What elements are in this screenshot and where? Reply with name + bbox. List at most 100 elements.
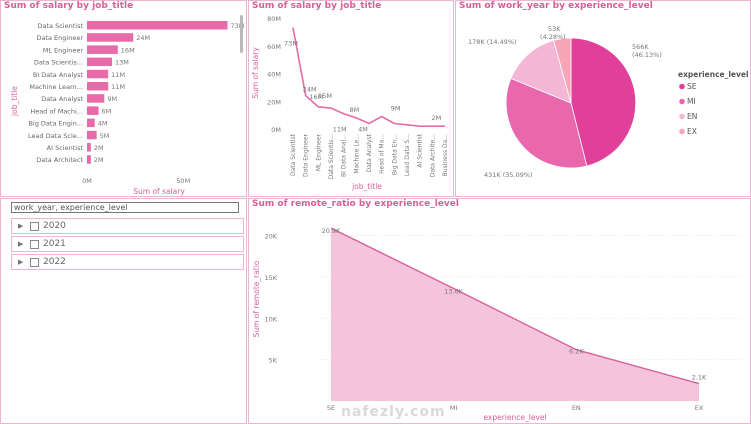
legend-entry: EN: [687, 112, 697, 121]
bar-category-label: Data Architect: [36, 156, 83, 164]
bar-data-label: 16M: [121, 46, 135, 54]
line-data-label: 11M: [333, 126, 347, 134]
pie-data-label: (4.28%): [540, 33, 566, 41]
bar: [87, 130, 97, 140]
area-chart-title: Sum of remote_ratio by experience_level: [252, 199, 459, 209]
bar: [87, 106, 99, 115]
x-tick-label: ML Engineer: [315, 133, 322, 171]
area-data-label: 20.9K: [322, 227, 341, 235]
bar: [87, 94, 105, 103]
line-chart-title: Sum of salary by job_title: [252, 1, 382, 11]
y-axis-title: Sum of salary: [251, 47, 260, 99]
x-tick-label: SE: [327, 404, 335, 412]
bar: [87, 57, 113, 67]
bar: [87, 118, 95, 128]
slicer-item-label: 2021: [43, 239, 66, 249]
pie-data-label: 566K: [632, 43, 649, 51]
x-tick-label: Data Scientist: [290, 133, 297, 176]
pie-slice: [505, 77, 588, 169]
bar-category-label: Head of Machi...: [30, 107, 83, 115]
x-tick-label: MI: [450, 404, 458, 412]
work-year-slicer-panel[interactable]: work_year, experience_level ▶ 2020 ▶ 202…: [0, 198, 247, 424]
y-axis-title: job_title: [10, 86, 19, 117]
salary-by-job-bar-chart: Data Scientist 73M Data Engineer 24M ML Engi…: [10, 21, 245, 196]
work-year-by-experience-pie-panel[interactable]: Sum of work_year by experience_level 566…: [455, 0, 751, 197]
legend-entry: EX: [687, 127, 697, 136]
line-data-label: 8M: [349, 106, 359, 114]
x-tick-label: Big Data En...: [391, 134, 398, 175]
bar-category-label: BI Data Analyst: [33, 71, 84, 79]
series-line: [292, 27, 445, 127]
slicer-item-2022[interactable]: ▶ 2022: [11, 254, 244, 270]
watermark: nafezly.com: [341, 404, 446, 420]
checkbox[interactable]: [30, 258, 39, 267]
x-tick-label: 0M: [82, 177, 92, 185]
work-year-pie-chart: 566K(46.13%) 431K (35.09%) 178K (14.49%) 53…: [468, 25, 749, 179]
expand-chevron-icon[interactable]: ▶: [18, 222, 24, 230]
pie-data-label: 178K (14.49%): [468, 38, 517, 46]
area-data-label: 13.6K: [444, 287, 463, 295]
x-tick-label: EN: [572, 404, 581, 412]
area-data-label: 6.2K: [569, 348, 584, 356]
x-tick-label: Data Analyst: [366, 133, 373, 172]
bar-category-label: AI Scientist: [47, 144, 84, 152]
legend-marker: [679, 83, 685, 90]
bar-data-label: 24M: [136, 34, 150, 42]
y-axis-title: Sum of remote_ratio: [252, 260, 261, 337]
x-tick-label: Machine Le...: [353, 134, 360, 174]
expand-chevron-icon[interactable]: ▶: [18, 258, 24, 266]
expand-chevron-icon[interactable]: ▶: [18, 240, 24, 248]
pie-data-label: (46.13%): [632, 51, 662, 59]
bar: [87, 69, 109, 79]
x-tick-label: Data Scientis...: [328, 134, 335, 179]
salary-by-job-line-panel[interactable]: Sum of salary by job_title 0M 20M 40M 60M 80…: [248, 0, 454, 197]
legend-entry: MI: [687, 97, 696, 106]
bar-category-label: ML Engineer: [43, 46, 84, 54]
pie-chart-title: Sum of work_year by experience_level: [459, 1, 653, 11]
y-tick-label: 0M: [271, 126, 281, 134]
slicer-item-label: 2022: [43, 257, 66, 267]
bar-category-label: Big Data Engin...: [28, 120, 83, 128]
pie-data-label: 431K (35.09%): [484, 171, 533, 179]
x-tick-label: EX: [695, 404, 704, 412]
bar-data-label: 13M: [115, 59, 129, 67]
checkbox[interactable]: [30, 222, 39, 231]
bar-chart-scrollbar[interactable]: [240, 15, 243, 53]
bar-data-label: 6M: [102, 107, 112, 115]
slicer-item-2020[interactable]: ▶ 2020: [11, 218, 244, 234]
bar-category-label: Data Engineer: [36, 34, 83, 42]
salary-by-job-bar-panel[interactable]: Sum of salary by job_title Data Scientis…: [0, 0, 247, 197]
remote-ratio-by-experience-area-panel[interactable]: Sum of remote_ratio by experience_level …: [248, 198, 751, 424]
bar-data-label: 2M: [94, 144, 104, 152]
bar-data-label: 11M: [111, 71, 125, 79]
slicer-item-2021[interactable]: ▶ 2021: [11, 236, 244, 252]
checkbox[interactable]: [30, 240, 39, 249]
x-tick-label: Data Archite...: [429, 134, 436, 177]
legend-entry: SE: [687, 82, 697, 91]
x-tick-label: AI Scientist: [417, 133, 424, 167]
bar-data-label: 9M: [107, 95, 117, 103]
x-tick-label: Data Engineer: [303, 133, 310, 176]
line-data-label: 2M: [431, 114, 441, 122]
bar-category-label: Machine Learn...: [29, 83, 83, 91]
remote-ratio-area-chart: 5K 10K 15K 20K 20.9K 13.6K 6.2K 2.1K SE MI EN EX exp…: [252, 227, 744, 422]
bar: [87, 33, 134, 42]
x-axis-title: Sum of salary: [133, 187, 185, 196]
pie-data-label: 53K: [548, 25, 561, 33]
x-axis-title: experience_level: [483, 413, 546, 422]
bar: [87, 45, 118, 54]
legend-title: experience_level: [678, 70, 749, 79]
bar-data-label: 73M: [231, 22, 245, 30]
pie-slice: [510, 39, 572, 104]
y-tick-label: 20K: [264, 233, 277, 241]
line-data-label: 4M: [358, 125, 368, 133]
series-line: [330, 227, 700, 385]
pie-slice: [553, 37, 572, 104]
line-data-label: 73M: [284, 40, 298, 48]
pie-slice: [570, 37, 637, 167]
bar-data-label: 4M: [98, 120, 108, 128]
x-tick-label: Lead Data S...: [404, 134, 411, 176]
area-fill: [331, 228, 699, 401]
bar-chart-title: Sum of salary by job_title: [4, 1, 134, 11]
bar-data-label: 5M: [100, 132, 110, 140]
